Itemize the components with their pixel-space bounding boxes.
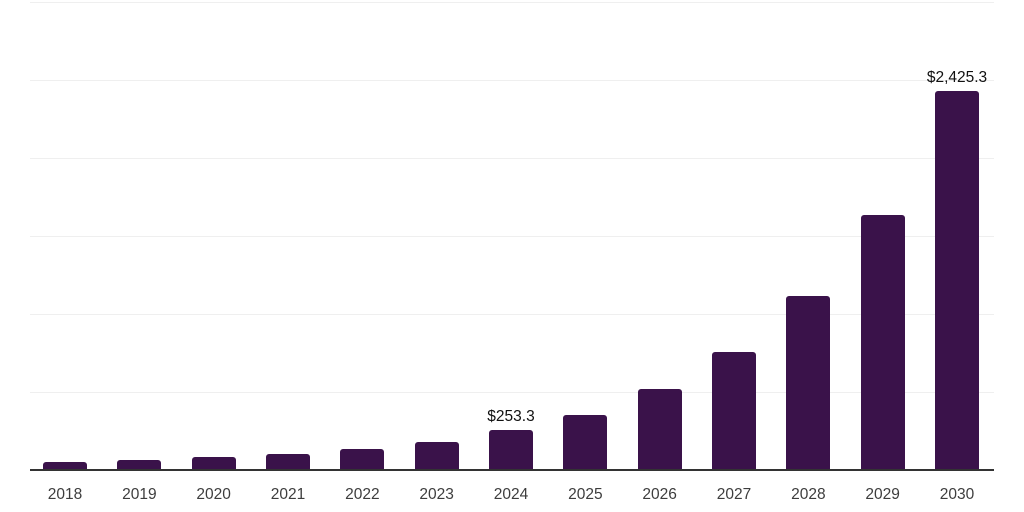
bar-2025	[563, 415, 607, 469]
x-tick-label-2027: 2027	[716, 486, 752, 503]
bar-2023	[415, 442, 459, 469]
x-tick-label-2021: 2021	[270, 486, 306, 503]
x-tick-label-2029: 2029	[865, 486, 900, 503]
gridline	[30, 2, 994, 3]
gridline	[30, 392, 994, 393]
x-tick-label-2018: 2018	[47, 486, 83, 503]
bar-2029	[861, 215, 905, 470]
x-tick-label-2028: 2028	[791, 486, 826, 503]
bar-2024	[489, 430, 533, 470]
bar-2027	[712, 352, 756, 469]
gridline	[30, 158, 994, 159]
x-tick-label-2024: 2024	[493, 486, 529, 503]
gridline	[30, 314, 994, 315]
x-axis-line	[30, 469, 994, 471]
bar-2022	[340, 449, 384, 469]
bar-2030	[935, 91, 979, 469]
bar-2020	[192, 457, 236, 469]
x-tick-label-2022: 2022	[345, 486, 380, 503]
bar-value-label-2024: $253.3	[487, 408, 535, 425]
x-tick-label-2019: 2019	[122, 486, 157, 503]
x-tick-label-2020: 2020	[196, 486, 231, 503]
bar-2018	[43, 462, 87, 469]
gridline	[30, 80, 994, 81]
gridline	[30, 236, 994, 237]
bar-2021	[266, 454, 310, 469]
x-tick-label-2030: 2030	[939, 486, 975, 503]
bar-2019	[117, 460, 161, 470]
x-tick-label-2023: 2023	[419, 486, 454, 503]
bar-value-label-2030: $2,425.3	[926, 69, 988, 86]
bar-2028	[786, 296, 830, 469]
bar-2026	[638, 389, 682, 469]
x-tick-label-2026: 2026	[642, 486, 677, 503]
x-tick-label-2025: 2025	[568, 486, 603, 503]
